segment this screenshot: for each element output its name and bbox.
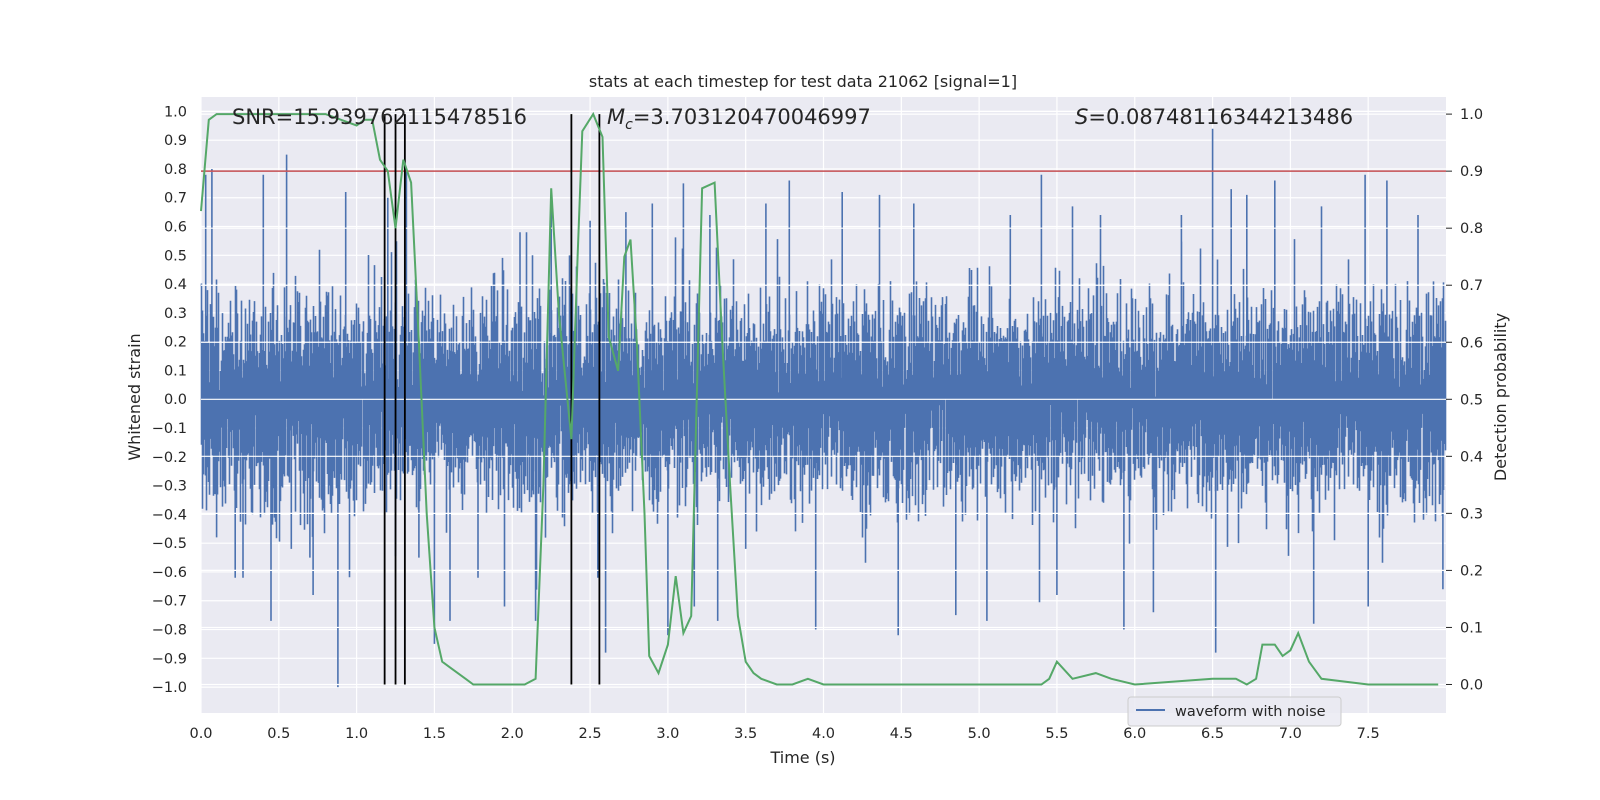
y-tick-label: 0.7 xyxy=(164,191,187,207)
s-symbol: S xyxy=(1075,105,1088,129)
y-tick-label: −0.6 xyxy=(152,565,187,581)
y-tick-label: −0.8 xyxy=(152,623,187,639)
mc-value: =3.703120470046997 xyxy=(633,105,871,129)
y-axis-ticks: 1.0 0.9 0.8 0.7 0.6 0.5 0.4 0.3 0.2 0.1 0.0 −0.1 −0.… xyxy=(152,104,187,696)
y-tick-label: 0.6 xyxy=(164,220,187,236)
y-tick-label: 0.0 xyxy=(164,392,187,408)
x-tick-label: 7.0 xyxy=(1279,726,1302,742)
right-tick-label: 0.1 xyxy=(1460,620,1483,636)
right-tick-label: 0.0 xyxy=(1460,677,1483,693)
y-axis-label: Whitened strain xyxy=(125,333,144,460)
y-tick-label: 0.2 xyxy=(164,335,187,351)
x-tick-label: 6.0 xyxy=(1123,726,1146,742)
y-tick-label: 1.0 xyxy=(164,104,187,120)
right-tick-label: 0.6 xyxy=(1460,335,1483,351)
chirp-mass-annotation: Mc=3.703120470046997 xyxy=(607,105,871,133)
x-tick-label: 4.5 xyxy=(890,726,913,742)
right-tick-label: 0.3 xyxy=(1460,506,1483,522)
right-tick-label: 0.4 xyxy=(1460,449,1483,465)
snr-annotation: SNR=15.939762115478516 xyxy=(232,105,527,129)
s-annotation: S=0.08748116344213486 xyxy=(1075,105,1353,129)
waveform-trace xyxy=(200,128,1447,688)
mc-subscript: c xyxy=(625,117,633,133)
x-tick-label: 4.0 xyxy=(812,726,835,742)
legend-label: waveform with noise xyxy=(1175,704,1326,720)
y-tick-label: 0.3 xyxy=(164,306,187,322)
detection-probability-line xyxy=(200,111,1439,686)
x-tick-label: 3.5 xyxy=(734,726,757,742)
x-axis-ticks: 0.0 0.5 1.0 1.5 2.0 2.5 3.0 3.5 4.0 4.5 5.0 5.5 6.0 6… xyxy=(189,726,1379,742)
x-tick-label: 5.0 xyxy=(968,726,991,742)
x-tick-label: 5.5 xyxy=(1045,726,1068,742)
y-tick-label: −0.9 xyxy=(152,651,187,667)
y-tick-label: −1.0 xyxy=(152,680,187,696)
y-tick-label: −0.2 xyxy=(152,450,187,466)
y-tick-label: 0.4 xyxy=(164,277,187,293)
x-tick-label: 6.5 xyxy=(1201,726,1224,742)
s-value: =0.08748116344213486 xyxy=(1088,105,1353,129)
x-tick-label: 3.0 xyxy=(656,726,679,742)
legend-box xyxy=(1127,696,1342,727)
x-tick-label: 0.5 xyxy=(267,726,290,742)
legend: waveform with noise xyxy=(1127,696,1342,727)
y-tick-label: 0.1 xyxy=(164,363,187,379)
vertical-markers xyxy=(383,114,601,685)
waveform-series xyxy=(200,128,1447,688)
x-tick-label: 0.0 xyxy=(189,726,212,742)
right-tick-label: 0.5 xyxy=(1460,392,1483,408)
right-tick-label: 0.2 xyxy=(1460,563,1483,579)
y-tick-label: −0.1 xyxy=(152,421,187,437)
x-tick-label: 1.5 xyxy=(423,726,446,742)
right-axis-ticks: 1.0 0.9 0.8 0.7 0.6 0.5 0.4 0.3 0.2 0.1 0.0 xyxy=(1446,107,1483,693)
right-tick-label: 0.7 xyxy=(1460,278,1483,294)
right-y-axis-label: Detection probability xyxy=(1491,313,1510,481)
right-tick-label: 1.0 xyxy=(1460,107,1483,123)
y-tick-label: −0.4 xyxy=(152,507,187,523)
x-tick-label: 2.5 xyxy=(579,726,602,742)
y-tick-label: −0.3 xyxy=(152,479,187,495)
right-tick-label: 0.9 xyxy=(1460,164,1483,180)
y-tick-label: −0.7 xyxy=(152,594,187,610)
y-tick-label: −0.5 xyxy=(152,536,187,552)
mc-symbol: M xyxy=(607,105,625,129)
y-tick-label: 0.5 xyxy=(164,248,187,264)
right-tick-label: 0.8 xyxy=(1460,221,1483,237)
x-tick-label: 2.0 xyxy=(501,726,524,742)
y-tick-label: 0.8 xyxy=(164,162,187,178)
x-tick-label: 1.0 xyxy=(345,726,368,742)
y-tick-label: 0.9 xyxy=(164,133,187,149)
chart-title: stats at each timestep for test data 210… xyxy=(589,72,1017,91)
x-tick-label: 7.5 xyxy=(1357,726,1380,742)
x-axis-label: Time (s) xyxy=(769,748,835,767)
